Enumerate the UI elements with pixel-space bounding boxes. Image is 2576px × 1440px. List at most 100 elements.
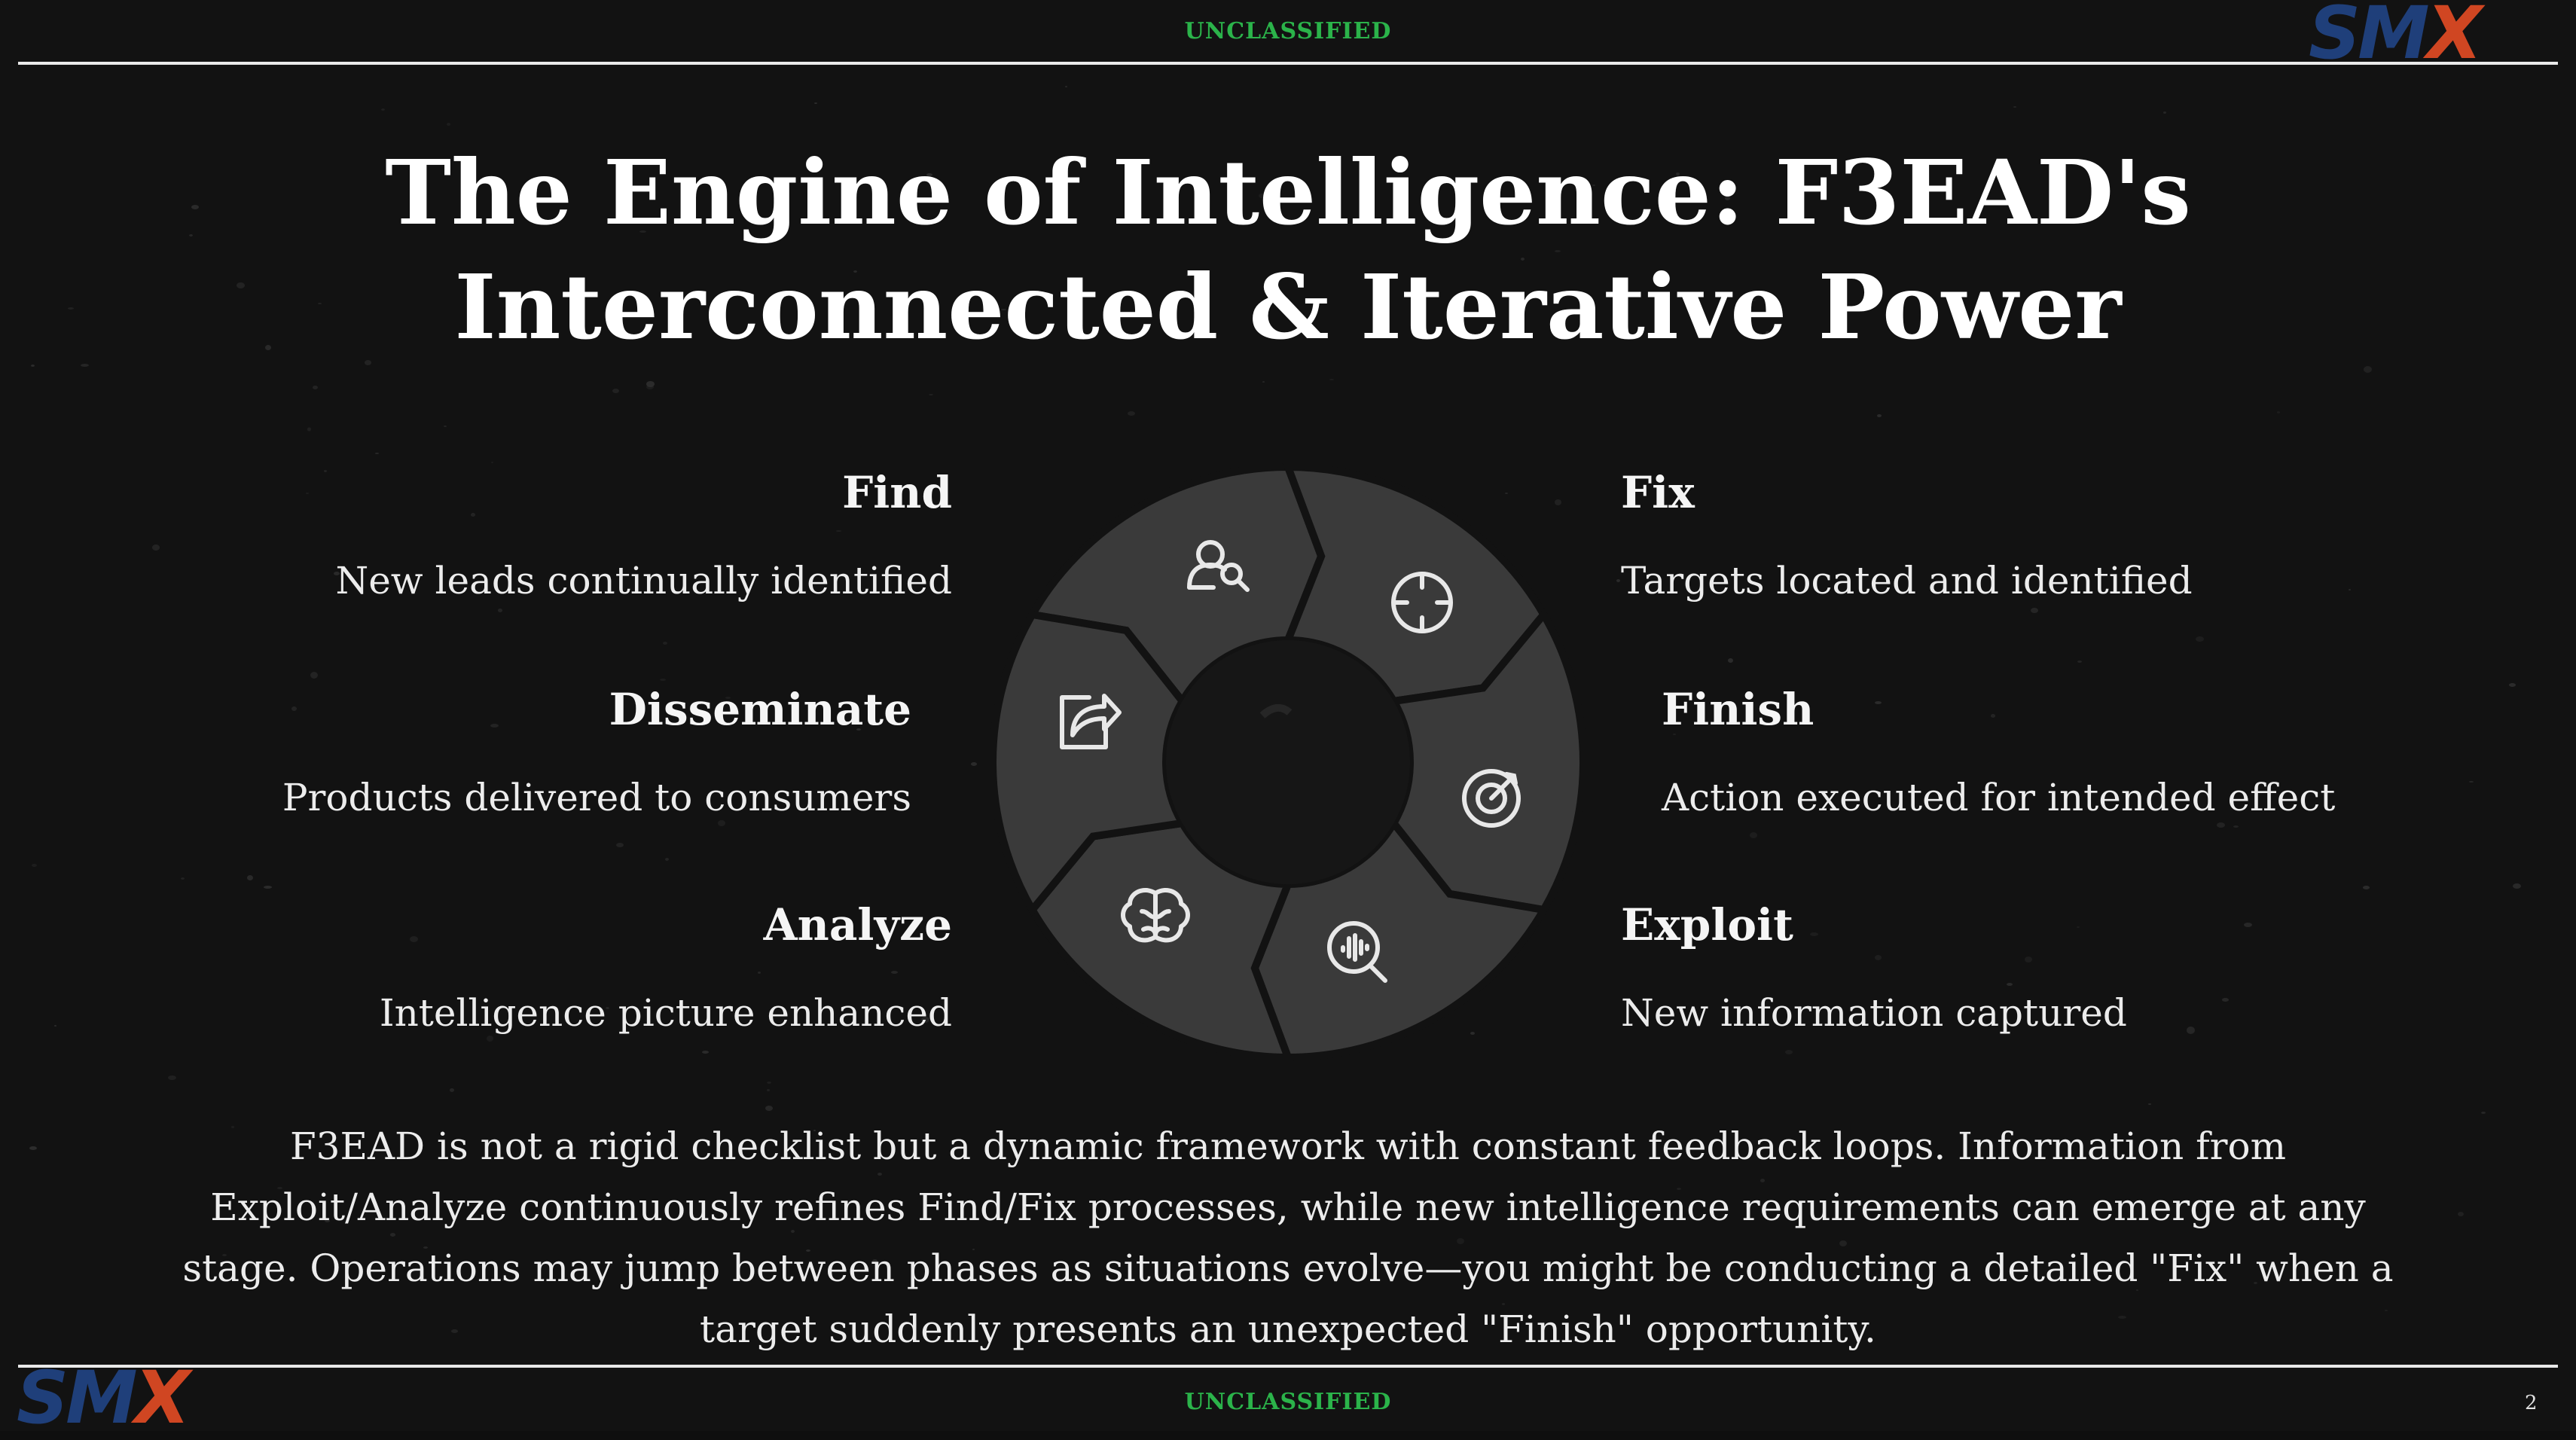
center-mark (1259, 704, 1293, 718)
texture-speck (265, 345, 271, 350)
texture-speck (68, 307, 74, 310)
texture-speck (1555, 499, 1561, 505)
texture-speck (2136, 1289, 2138, 1291)
texture-speck (856, 728, 861, 731)
texture-speck (1505, 493, 1508, 494)
texture-speck (2233, 825, 2239, 828)
texture-speck (450, 1088, 454, 1092)
texture-speck (375, 453, 379, 454)
texture-speck (325, 1219, 330, 1222)
texture-speck (1760, 1179, 1765, 1182)
texture-speck (1555, 250, 1561, 252)
texture-speck (313, 386, 318, 389)
texture-speck (2196, 636, 2204, 642)
texture-speck (444, 426, 447, 427)
texture-speck (490, 724, 499, 728)
fix-title: Fix (1621, 467, 1695, 518)
texture-speck (318, 303, 322, 304)
texture-speck (2163, 111, 2166, 114)
target-icon (1462, 769, 1521, 828)
texture-speck (222, 1254, 227, 1256)
finish-description: Action executed for intended effect (1662, 776, 2336, 819)
texture-speck (1521, 258, 1525, 261)
texture-speck (758, 972, 761, 974)
texture-speck (1186, 274, 1192, 276)
texture-speck (237, 282, 245, 288)
texture-speck (1750, 832, 1757, 838)
texture-speck (2007, 983, 2013, 986)
classification-banner-bottom: UNCLASSIFIED (1184, 1389, 1392, 1415)
texture-speck (365, 360, 371, 365)
texture-speck (606, 1007, 609, 1009)
texture-speck (646, 385, 654, 389)
top-divider (18, 62, 2558, 65)
texture-speck (310, 672, 318, 679)
texture-speck (806, 1249, 810, 1252)
texture-speck (1134, 300, 1138, 303)
texture-speck (2254, 1282, 2257, 1284)
find-title: Find (842, 467, 952, 518)
f3ead-cycle-diagram (989, 462, 1587, 1062)
texture-speck (451, 1329, 458, 1333)
texture-speck (81, 364, 89, 367)
texture-speck (1128, 411, 1135, 416)
texture-speck (1875, 955, 1882, 960)
texture-speck (1810, 932, 1818, 936)
texture-speck (2363, 886, 2370, 889)
texture-speck (718, 820, 725, 826)
texture-speck (2013, 106, 2016, 108)
logo-accent: X (2426, 0, 2483, 75)
texture-speck (2148, 1103, 2151, 1105)
texture-speck (767, 1082, 771, 1084)
texture-speck (231, 1126, 234, 1128)
texture-speck (498, 609, 502, 612)
texture-speck (1677, 1188, 1681, 1190)
texture-speck (191, 205, 199, 209)
texture-speck (1673, 734, 1676, 735)
texture-speck (2364, 366, 2372, 373)
texture-speck (2509, 683, 2516, 687)
texture-speck (1875, 701, 1882, 704)
texture-speck (390, 1233, 395, 1237)
texture-speck (447, 123, 450, 126)
texture-speck (767, 1089, 770, 1091)
texture-speck (725, 697, 731, 699)
texture-speck (813, 1130, 816, 1131)
texture-speck (1924, 197, 1928, 200)
texture-speck (702, 1051, 709, 1054)
texture-speck (1059, 185, 1067, 191)
texture-speck (1065, 86, 1067, 87)
disseminate-description: Products delivered to consumers (282, 776, 911, 819)
texture-speck (791, 1230, 795, 1233)
texture-speck (168, 1075, 176, 1080)
texture-speck (1502, 1303, 1505, 1305)
texture-speck (909, 179, 917, 182)
texture-speck (972, 1249, 975, 1250)
texture-speck (891, 971, 898, 974)
exploit-description: New information captured (1621, 991, 2127, 1035)
texture-speck (2244, 923, 2252, 927)
texture-speck (2458, 1212, 2464, 1216)
bottom-divider (18, 1365, 2558, 1368)
finish-title: Finish (1662, 684, 1814, 735)
texture-speck (324, 470, 327, 472)
texture-speck (423, 1246, 428, 1249)
texture-speck (2513, 883, 2521, 889)
texture-speck (491, 462, 493, 463)
texture-speck (189, 234, 193, 236)
texture-speck (921, 1017, 929, 1023)
logo-letters: SM (17, 1356, 138, 1440)
texture-speck (2031, 608, 2038, 613)
texture-speck (2469, 781, 2474, 783)
texture-speck (1608, 191, 1614, 194)
texture-speck (2025, 956, 2032, 963)
texture-speck (646, 381, 655, 387)
texture-speck (1676, 172, 1680, 175)
summary-paragraph: F3EAD is not a rigid checklist but a dyn… (182, 1124, 2394, 1351)
texture-speck (471, 513, 475, 517)
texture-speck (814, 102, 817, 104)
texture-speck (2077, 926, 2080, 928)
texture-speck (765, 1106, 773, 1111)
texture-speck (1927, 160, 1929, 161)
texture-speck (1616, 579, 1620, 582)
